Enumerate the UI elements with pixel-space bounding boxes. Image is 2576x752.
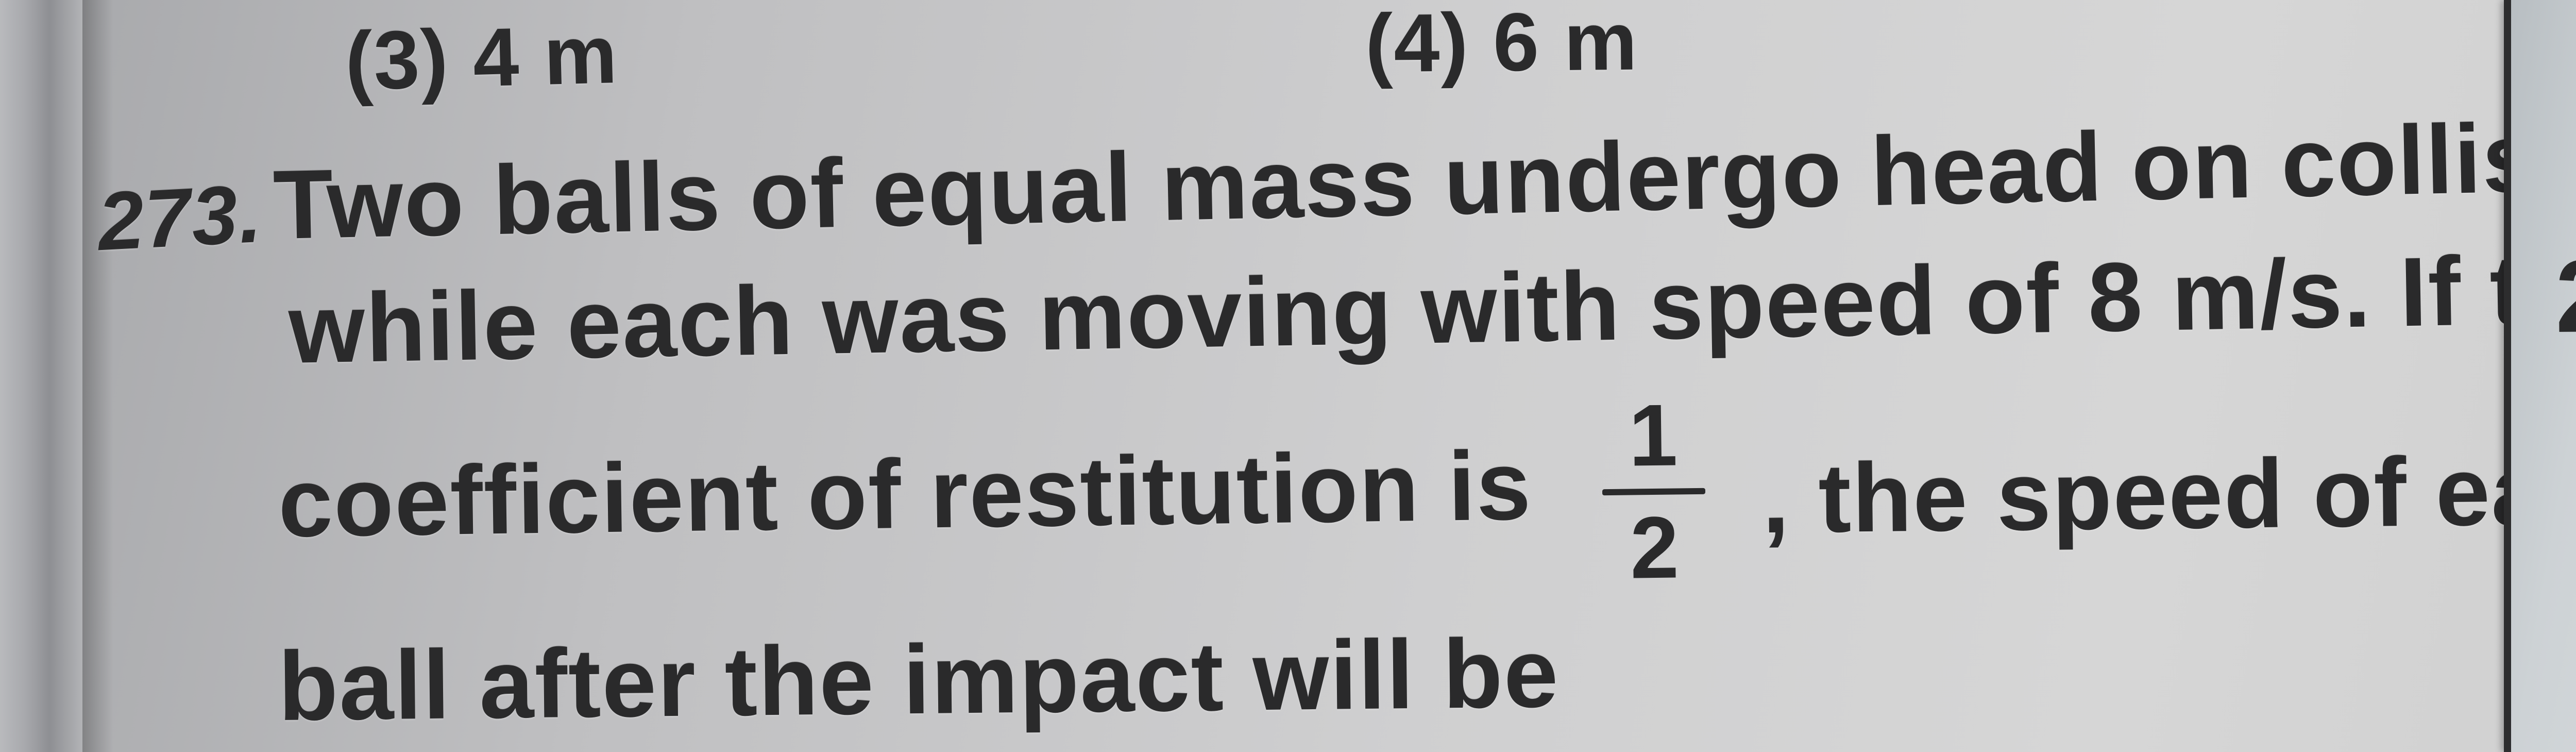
fraction-one-half: 1 2 <box>1601 391 1707 592</box>
option-3: (3) 4 m <box>344 7 619 109</box>
question-line-3-after-fraction: , the speed of each <box>1761 433 2576 555</box>
question-line-3-before-fraction: coefficient of restitution is <box>278 429 1533 559</box>
page-gutter-shadow <box>0 0 82 752</box>
option-4: (4) 6 m <box>1365 0 1638 91</box>
fraction-bar <box>1602 488 1705 495</box>
fraction-numerator: 1 <box>1601 391 1705 480</box>
question-line-1: Two balls of equal mass undergo head on … <box>272 98 2576 261</box>
question-number: 273. <box>95 166 265 269</box>
fraction-denominator: 2 <box>1602 504 1706 592</box>
right-page-strip <box>2511 0 2576 752</box>
question-line-4: ball after the impact will be <box>278 617 1560 743</box>
question-line-2: while each was moving with speed of 8 m/… <box>287 232 2576 386</box>
page-inner-shadow <box>82 0 113 752</box>
scanned-page: (3) 4 m (4) 6 m 273. Two balls of equal … <box>0 0 2576 752</box>
column-divider <box>2504 0 2511 752</box>
right-page-partial-number: 27 <box>2555 237 2576 356</box>
